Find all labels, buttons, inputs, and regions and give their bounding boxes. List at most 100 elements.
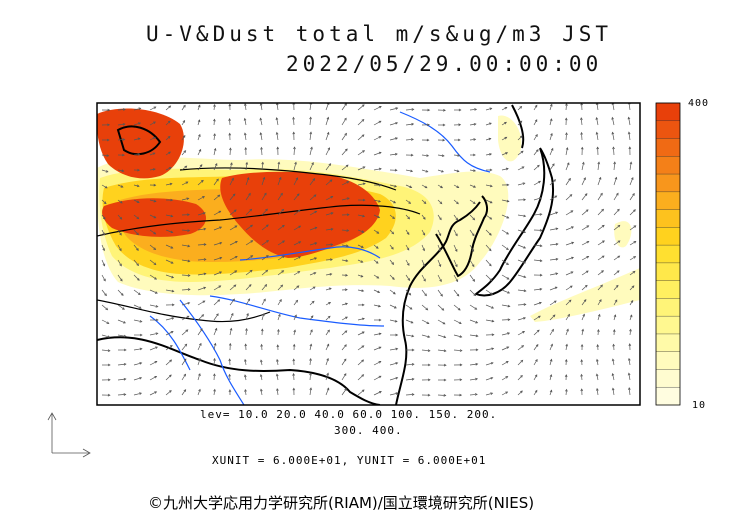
wind-vector-head [139,347,143,351]
wind-vector [277,314,281,321]
wind-vector [453,229,458,236]
wind-vector [597,225,605,231]
wind-vector-head [409,306,413,310]
wind-vector-head [408,292,412,296]
wind-vector-head [475,377,479,381]
wind-vector-head [523,275,527,279]
wind-vector-head [506,199,510,203]
wind-vector-head [571,226,574,229]
wind-vector-head [519,105,523,109]
wind-vector [612,388,615,396]
wind-vector-head [522,331,526,334]
wind-vector-head [406,232,410,236]
wind-vector-head [312,177,316,181]
wind-vector-head [394,168,398,172]
wind-vector-head [455,264,458,268]
wind-vector-head [230,312,234,316]
wind-vector-head [627,131,631,135]
wind-vector [325,302,331,306]
wind-vector-head [506,247,509,251]
wind-vector-head [456,169,460,173]
wind-vector-head [198,388,201,392]
coastline-sakhalin [511,104,525,149]
wind-vector-head [105,307,109,311]
wind-vector-head [580,359,584,363]
wind-vector [613,161,616,171]
wind-vector-head [521,166,525,169]
wind-vector-head [584,193,588,196]
wind-vector [325,196,333,201]
wind-vector-head [613,314,617,318]
wind-vector-head [345,316,348,320]
wind-vector [133,362,142,366]
wind-vector-head [103,201,107,205]
wind-vector-head [298,256,301,259]
wind-vector-head [313,194,317,198]
wind-vector [517,244,526,249]
wind-vector-head [311,162,314,165]
wind-vector [501,244,509,250]
wind-vector-head [564,358,568,362]
wind-vector-head [187,244,191,248]
wind-vector-head [292,131,296,135]
wind-vector-head [314,210,318,214]
wind-vector [405,259,410,266]
wind-vector-head [391,262,395,265]
wind-vector [117,229,122,236]
wind-vector [213,285,221,291]
wind-vector [325,244,333,246]
wind-vector [213,148,216,156]
wind-vector-head [378,391,382,394]
wind-vector [197,287,206,291]
wind-vector-head [292,358,296,362]
wind-vector-head [345,259,349,263]
wind-vector [293,209,301,216]
wind-vector-head [472,217,476,221]
wind-vector [325,344,330,351]
wind-vector [245,313,249,321]
wind-vector-head [427,363,431,367]
wind-vector [485,138,491,141]
wind-vector [533,374,538,381]
wind-vector-head [266,240,270,243]
wind-vector-head [423,201,427,204]
wind-vector-head [519,120,523,124]
wind-vector [181,135,186,141]
wind-vector [197,212,206,216]
wind-vector [389,153,398,156]
wind-vector [469,184,476,188]
wind-vector-head [155,346,158,350]
wind-vector-head [549,118,553,122]
wind-vector [469,334,478,337]
wind-vector [117,123,125,126]
wind-vector-head [183,389,187,392]
wind-vector [581,285,588,291]
wind-vector-head [596,344,600,348]
wind-vector [389,214,395,219]
wind-vector-head [505,376,509,379]
wind-vector-head [361,104,365,107]
wind-vector-head [377,215,381,219]
wind-vector-head [439,217,442,221]
wind-vector [181,197,189,201]
wind-vector [485,184,493,187]
wind-vector [197,358,201,366]
wind-vector [629,256,636,261]
wind-vector [453,184,459,188]
wind-vector [357,318,365,321]
wind-vector-head [601,224,605,228]
wind-vector [197,119,200,126]
wind-vector [405,304,413,310]
wind-vector-head [550,343,553,347]
wind-vector [565,242,574,246]
wind-vector [581,209,589,216]
wind-vector-head [611,372,615,376]
wind-vector-head [614,299,618,303]
wind-vector [501,214,509,219]
wind-vector-head [378,167,382,171]
wind-vector-head [187,229,191,232]
wind-vector-head [522,182,526,185]
wind-vector [565,226,574,231]
wind-vector [277,329,279,336]
wind-vector-head [411,377,415,381]
